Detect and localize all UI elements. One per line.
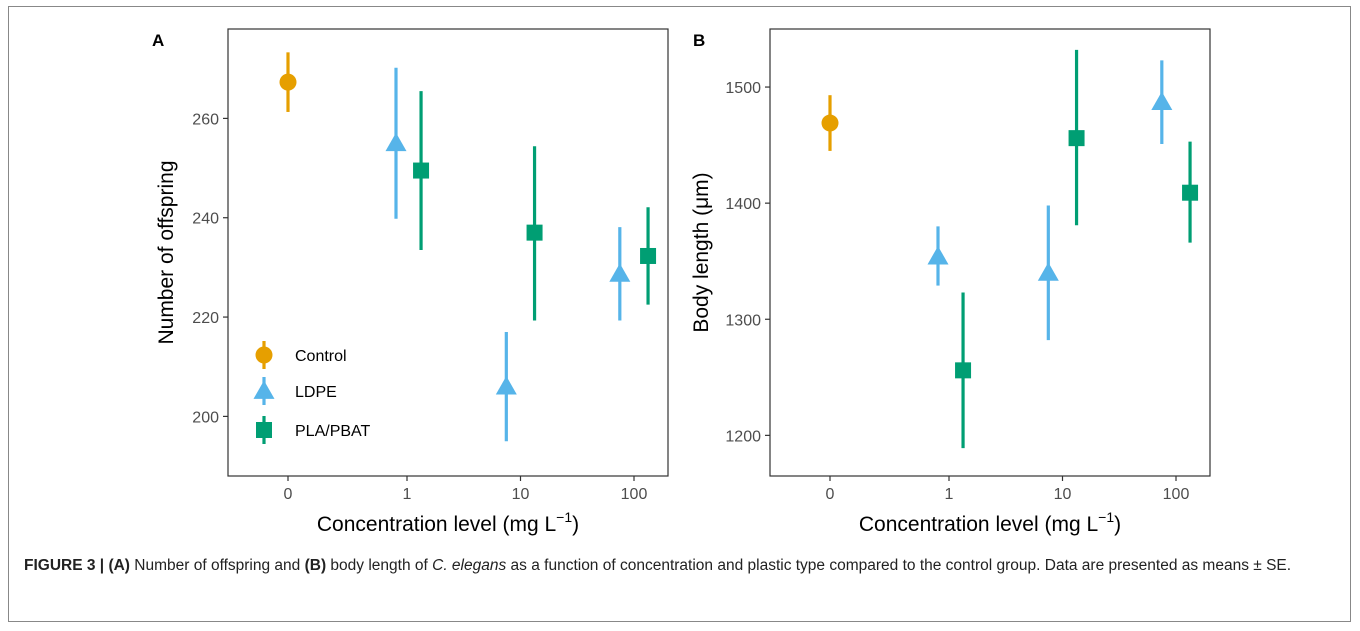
panel-a: A 200 220 240 260 0 1 10 100 Concentration level … [152, 28, 669, 536]
x-tick-label: 100 [1163, 486, 1190, 503]
legend-label: Control [295, 348, 347, 365]
y-tick-label: 1500 [725, 80, 761, 97]
data-point [495, 376, 517, 395]
x-tick-label: 1 [945, 486, 954, 503]
figure-frame [8, 6, 1351, 622]
data-point [640, 247, 657, 264]
caption-b-tag: (B) [304, 557, 327, 574]
y-axis-label: Body length (μm) [690, 172, 713, 332]
x-axis-label-exponent: −1 [1098, 509, 1114, 525]
data-point [1037, 262, 1059, 281]
x-axis-label-close: ) [572, 513, 579, 536]
y-axis-label: Number of offspring [155, 160, 178, 344]
y-tick-label: 1200 [725, 428, 761, 445]
data-point [279, 73, 297, 91]
x-tick-label: 100 [621, 486, 648, 503]
x-tick-label: 0 [826, 486, 835, 503]
panel-b: B 1200 1300 1400 1500 0 1 10 100 Concentration le… [690, 28, 1211, 536]
x-tick-label: 10 [512, 486, 530, 503]
caption-part-3: as a function of concentration and plast… [506, 557, 1292, 574]
legend: Control LDPE PLA/PBAT [253, 341, 371, 444]
x-axis-label: Concentration level (mg L−1) [317, 509, 579, 536]
y-tick-label: 240 [192, 211, 219, 228]
series-control [279, 52, 297, 112]
data-point [413, 162, 430, 179]
data-point [821, 114, 839, 132]
caption-species: C. elegans [432, 557, 507, 574]
legend-label: LDPE [295, 384, 337, 401]
data-point [609, 263, 631, 282]
panel-label: B [693, 31, 705, 50]
data-point [1151, 91, 1173, 111]
series-pla-pbat [955, 49, 1199, 449]
data-point [927, 246, 949, 265]
data-point [385, 132, 407, 152]
x-axis-label-exponent: −1 [556, 509, 572, 525]
series-ldpe [927, 60, 1173, 341]
data-point [1068, 130, 1085, 147]
data-point [1182, 184, 1199, 201]
x-axis-label-main: Concentration level (mg L [859, 513, 1098, 536]
y-tick-label: 200 [192, 409, 219, 426]
y-tick-label: 260 [192, 111, 219, 128]
legend-label: PLA/PBAT [295, 423, 371, 440]
figure-caption: FIGURE 3 | (A) Number of offspring and (… [24, 554, 1334, 578]
data-point [526, 224, 543, 241]
x-axis-label-main: Concentration level (mg L [317, 513, 556, 536]
y-tick-label: 220 [192, 310, 219, 327]
x-tick-label: 0 [284, 486, 293, 503]
plot-area [769, 28, 1211, 477]
caption-part-1: Number of offspring and [129, 557, 305, 574]
data-point [955, 362, 972, 379]
y-tick-label: 1300 [725, 312, 761, 329]
legend-key-marker [256, 422, 272, 438]
series-ldpe [385, 67, 631, 442]
x-axis-label: Concentration level (mg L−1) [859, 509, 1121, 536]
series-pla-pbat [413, 91, 657, 321]
caption-part-2: body length of [326, 557, 433, 574]
plot-area [227, 28, 669, 477]
caption-a-tag: (A) [108, 557, 130, 574]
x-tick-label: 1 [403, 486, 412, 503]
x-axis-label-close: ) [1114, 513, 1121, 536]
legend-key-marker [255, 346, 273, 364]
caption-lead: FIGURE 3 | [24, 557, 109, 574]
legend-key-marker [253, 380, 275, 399]
y-tick-label: 1400 [725, 196, 761, 213]
x-tick-label: 10 [1054, 486, 1072, 503]
panel-label: A [152, 31, 164, 50]
series-control [821, 95, 839, 151]
